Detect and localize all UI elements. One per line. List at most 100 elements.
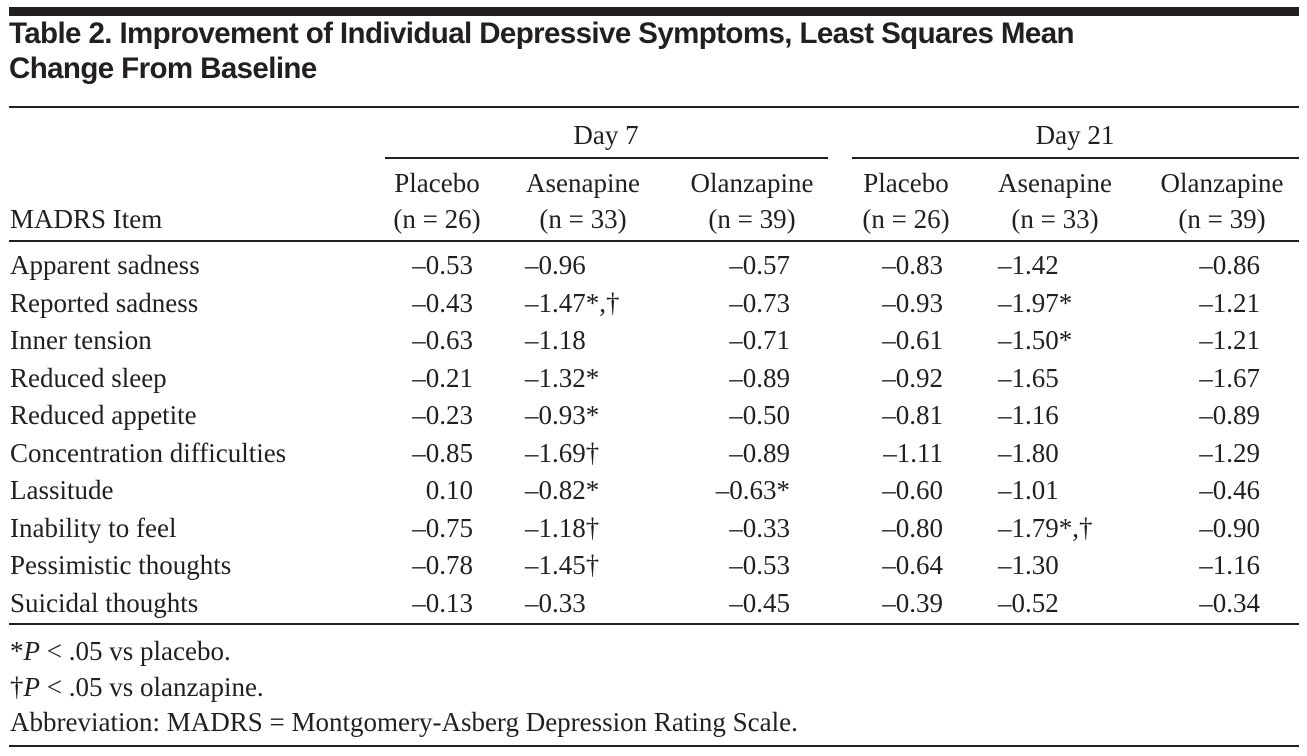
table-cell: –1.29	[1199, 437, 1260, 468]
footnote-text: < .05 vs olanzapine.	[40, 671, 264, 702]
group-header-day21: Day 21	[1035, 120, 1115, 150]
table-cell: –1.18†	[525, 512, 600, 543]
col-header-name: Asenapine	[998, 168, 1112, 198]
footnote: *P < .05 vs placebo.	[10, 636, 231, 666]
table-cell: –0.63	[412, 325, 473, 355]
table-cell: –1.67	[1199, 362, 1260, 393]
table-cell: –0.39	[882, 587, 943, 618]
table-row: Reduced appetite –0.23 –0.93* –0.50 –0.81 –1.…	[0, 400, 1307, 437]
title-rule	[9, 106, 1299, 108]
footnote-italic: P	[23, 671, 41, 702]
footnote-italic: P	[23, 636, 41, 666]
table-cell: –0.89	[729, 437, 790, 468]
table-cell: –1.69†	[525, 437, 600, 468]
day21-rule	[852, 157, 1299, 159]
table-cell: –0.85	[412, 437, 473, 468]
table-cell: –1.16	[1199, 550, 1260, 580]
table-cell: –1.21	[1199, 287, 1260, 318]
row-label: Pessimistic thoughts	[10, 550, 232, 580]
col-header-name: Placebo	[394, 168, 480, 198]
table-cell: –1.16	[998, 400, 1059, 430]
table-row: Concentration difficulties –0.85 –1.69† –0.…	[0, 438, 1307, 475]
header-rule	[9, 240, 1299, 242]
table-cell: –1.21	[1199, 325, 1260, 355]
table-cell: –0.13	[412, 587, 473, 618]
table-cell: –0.57	[729, 250, 790, 280]
footnote-text: Abbreviation: MADRS = Montgomery-Asberg …	[10, 707, 798, 737]
footnote-mark: *	[10, 636, 24, 666]
table-cell: –1.30	[998, 550, 1059, 580]
table-cell: –0.33	[729, 512, 790, 543]
row-label: Suicidal thoughts	[10, 587, 199, 618]
table-cell: –0.93*	[525, 400, 600, 430]
table-cell: –1.01	[998, 475, 1059, 505]
table-cell: –0.21	[412, 362, 473, 393]
table-cell: –0.43	[412, 287, 473, 318]
col-header-n: (n = 26)	[393, 204, 481, 234]
table-cell: –1.18	[525, 325, 586, 355]
table-cell: –1.97*	[998, 287, 1073, 318]
table-cell: –0.96	[525, 250, 586, 280]
table-cell: –0.92	[882, 362, 943, 393]
table-cell: –1.79*,†	[998, 512, 1093, 543]
row-header: MADRS Item	[10, 204, 163, 234]
table-cell: –0.75	[412, 512, 473, 543]
footnote: Abbreviation: MADRS = Montgomery-Asberg …	[10, 707, 798, 737]
row-label: Reduced sleep	[10, 362, 167, 393]
table-cell: –0.53	[729, 550, 790, 580]
table-row: Inability to feel –0.75 –1.18† –0.33 –0.80 –1…	[0, 513, 1307, 550]
table-row: Reduced sleep –0.21 –1.32* –0.89 –0.92 –1.65 –…	[0, 363, 1307, 400]
row-label: Concentration difficulties	[10, 437, 287, 468]
day7-rule	[385, 157, 828, 159]
top-thick-rule	[9, 7, 1299, 16]
footnote-mark: †	[10, 671, 24, 702]
body-rule	[9, 623, 1299, 625]
table-row: Apparent sadness –0.53 –0.96 –0.57 –0.83 –1.4…	[0, 250, 1307, 287]
table-cell: –0.53	[412, 250, 473, 280]
col-header-n: (n = 33)	[539, 204, 627, 234]
table-cell: –0.33	[525, 587, 586, 618]
footnote: †P < .05 vs olanzapine.	[10, 672, 264, 702]
table-cell: –1.65	[998, 362, 1059, 393]
col-header-name: Placebo	[863, 168, 949, 198]
row-label: Lassitude	[10, 475, 114, 505]
table-cell: –0.89	[729, 362, 790, 393]
table-cell: –0.81	[882, 400, 943, 430]
table-cell: –1.42	[998, 250, 1059, 280]
col-header-name: Olanzapine	[1160, 168, 1284, 198]
bottom-rule	[9, 745, 1299, 747]
title-line-1: Table 2. Improvement of Individual Depre…	[9, 17, 1075, 50]
table-cell: –1.80	[998, 437, 1059, 468]
table-cell: –0.63*	[715, 475, 790, 505]
table-cell: –0.78	[412, 550, 473, 580]
table-cell: –0.82*	[525, 475, 600, 505]
table-cell: –0.83	[882, 250, 943, 280]
table-cell: –0.46	[1199, 475, 1260, 505]
row-label: Inner tension	[10, 325, 152, 355]
table-title: Table 2. Improvement of Individual Depre…	[9, 16, 1075, 86]
table-cell: –1.50*	[998, 325, 1073, 355]
col-header-n: (n = 26)	[862, 204, 950, 234]
row-label: Apparent sadness	[10, 250, 200, 280]
col-header-name: Olanzapine	[690, 168, 814, 198]
table-cell: –0.50	[729, 400, 790, 430]
table-cell: –0.60	[882, 475, 943, 505]
table-cell: 0.10	[425, 475, 473, 505]
col-header-n: (n = 39)	[708, 204, 796, 234]
table-cell: –0.52	[998, 587, 1059, 618]
row-label: Reduced appetite	[10, 400, 197, 430]
table-row: Inner tension –0.63 –1.18 –0.71 –0.61 –1.50* –…	[0, 325, 1307, 362]
table-cell: –0.89	[1199, 400, 1260, 430]
table-row: Suicidal thoughts –0.13 –0.33 –0.45 –0.39 –0.…	[0, 588, 1307, 625]
row-label: Reported sadness	[10, 287, 199, 318]
table-cell: –1.47*,†	[525, 287, 620, 318]
row-label: Inability to feel	[10, 512, 177, 543]
table-cell: –0.90	[1199, 512, 1260, 543]
col-header-n: (n = 39)	[1178, 204, 1266, 234]
table-cell: –0.34	[1199, 587, 1260, 618]
table-cell: –1.45†	[525, 550, 600, 580]
table-cell: –0.61	[882, 325, 943, 355]
title-line-2: Change From Baseline	[9, 52, 317, 85]
group-header-day7: Day 7	[573, 120, 639, 150]
